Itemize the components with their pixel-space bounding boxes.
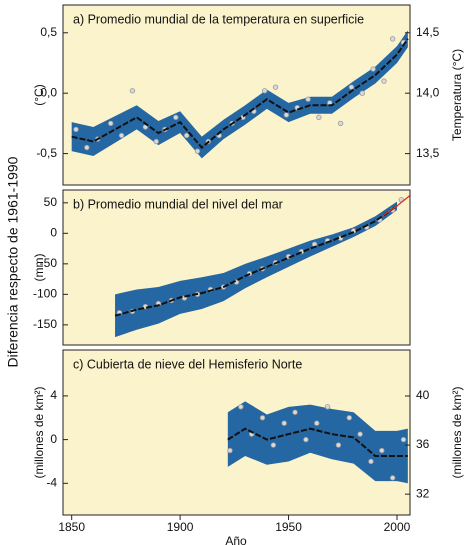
data-point [379, 447, 385, 454]
data-point [227, 447, 233, 454]
panel-title: b) Promedio mundial del nivel del mar [73, 197, 283, 211]
y-tick-label: -4 [46, 475, 57, 489]
data-point [153, 138, 159, 145]
data-point [370, 66, 376, 72]
data-point [281, 420, 287, 426]
y-axis-label: (mm) [32, 254, 46, 282]
data-point [129, 88, 136, 94]
data-point [292, 409, 298, 415]
data-point [381, 78, 387, 84]
y2-tick-label: 40 [416, 388, 430, 402]
data-point [84, 144, 90, 151]
y2-axis-label: (millones de km²) [450, 386, 464, 478]
panel-frame [62, 189, 411, 346]
y2-tick-label: 14,5 [416, 25, 440, 39]
y-tick-label: 0,0 [40, 85, 57, 99]
y2-axis-label: Temperatura (°C) [450, 49, 464, 141]
data-point [270, 442, 277, 448]
y-tick-label: -0,5 [36, 146, 57, 160]
data-point [238, 404, 244, 410]
trend-line [71, 38, 409, 149]
data-point [348, 84, 355, 90]
data-point [194, 148, 201, 154]
trend-line [227, 427, 408, 457]
data-point [259, 415, 266, 421]
data-point [272, 84, 279, 90]
data-point [359, 90, 365, 96]
y2-tick-label: 13,5 [416, 146, 440, 160]
uncertainty-band [227, 401, 408, 484]
data-point [108, 120, 114, 127]
y-tick-label: -150 [33, 317, 57, 331]
shared-y-label: Diferencia respecto de 1961-1990 [5, 156, 21, 367]
trend-line [114, 205, 398, 317]
x-tick-label: 1900 [167, 520, 194, 534]
data-point [173, 114, 179, 121]
data-point [389, 475, 396, 481]
data-point [303, 436, 309, 443]
y-tick-label: 0 [50, 432, 57, 446]
panel-title: c) Cubierta de nieve del Hemisferio Nort… [73, 357, 302, 371]
data-point [118, 132, 125, 139]
data-point [314, 420, 320, 426]
y-tick-label: 4 [50, 388, 57, 402]
data-point [324, 404, 331, 410]
x-tick-label: 1950 [275, 520, 302, 534]
data-point [335, 442, 342, 448]
data-point [357, 431, 363, 437]
uncertainty-band [71, 30, 408, 159]
panel-frame [62, 4, 411, 186]
y-axis-label: (°C) [32, 84, 46, 105]
data-point [283, 112, 290, 118]
y-tick-label: -50 [40, 256, 58, 270]
y2-tick-label: 36 [416, 437, 430, 451]
panel-title: a) Promedio mundial de la temperatura en… [73, 12, 364, 26]
data-point [400, 436, 407, 443]
trend-line [381, 194, 411, 217]
data-point [316, 114, 322, 121]
data-point [183, 132, 190, 139]
x-tick-label: 1850 [58, 520, 85, 534]
x-axis-label: Año [225, 534, 247, 545]
data-point [261, 88, 268, 94]
data-point [305, 96, 311, 102]
data-point [346, 415, 352, 421]
panel-frame [62, 349, 411, 516]
data-point [73, 126, 79, 133]
y-tick-label: 50 [44, 195, 58, 209]
y2-tick-label: 32 [416, 486, 430, 500]
data-point [368, 458, 374, 465]
y-tick-label: 0 [50, 225, 57, 239]
y-tick-label: 0,5 [40, 25, 57, 39]
y-tick-label: -100 [33, 287, 57, 301]
y-axis-label: (millones de km²) [32, 386, 46, 478]
y2-tick-label: 14,0 [416, 85, 440, 99]
x-tick-label: 2000 [384, 520, 411, 534]
uncertainty-band [115, 201, 397, 338]
data-point [389, 36, 396, 42]
data-point [337, 120, 344, 127]
